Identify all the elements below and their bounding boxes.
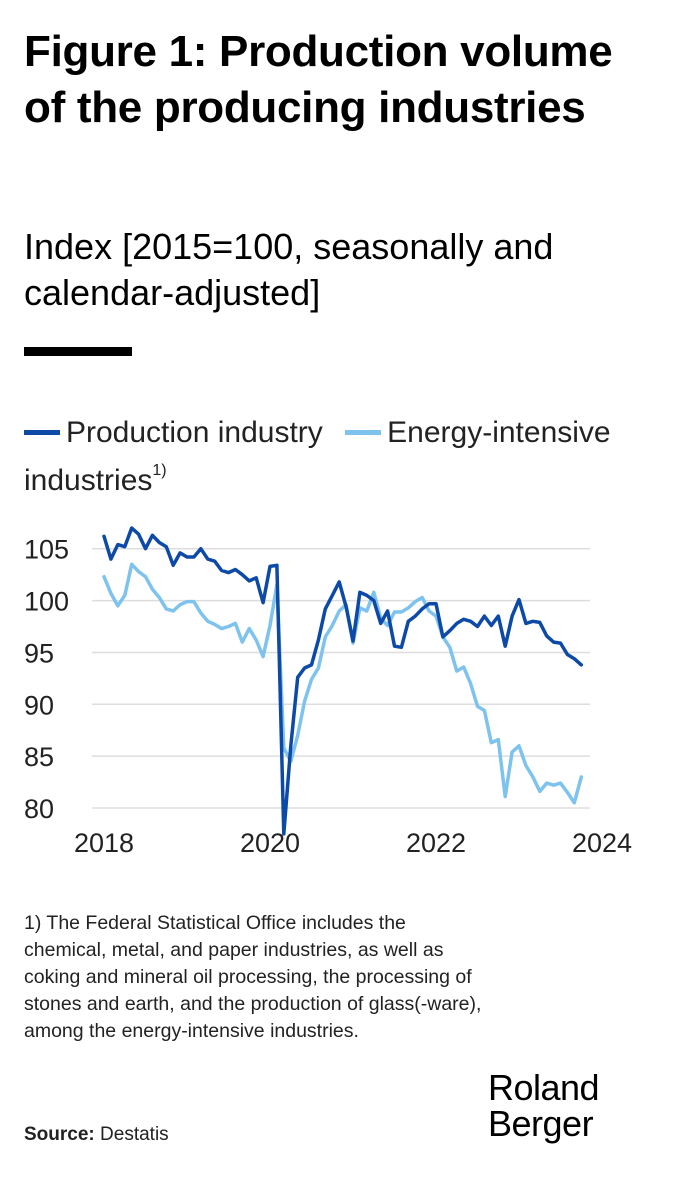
source-line: Source: Destatis <box>24 1124 169 1146</box>
x-tick-label-2022: 2022 <box>406 828 466 858</box>
page-subtitle: Index [2015=100, seasonally and calendar… <box>24 226 554 313</box>
series-line-production <box>102 526 584 836</box>
y-tick-label-100: 100 <box>24 587 69 617</box>
y-tick-label-85: 85 <box>24 742 54 772</box>
chart-legend: Production industry Energy-intensive ind… <box>24 412 644 502</box>
logo-line-2: Berger <box>488 1103 594 1144</box>
legend-swatch-production <box>24 429 60 435</box>
legend-footnote-mark: 1) <box>152 462 167 479</box>
roland-berger-logo: Roland Berger <box>488 1067 600 1144</box>
logo-line-1: Roland <box>488 1067 600 1108</box>
footnote: 1) The Federal Statistical Office includ… <box>24 912 482 1042</box>
legend-label-production: Production industry <box>66 416 323 449</box>
source-value: Destatis <box>100 1124 169 1145</box>
legend-label-energy: Energy-intensive industries <box>24 416 611 497</box>
legend-item-production: Production industry <box>24 416 323 449</box>
x-tick-label-2018: 2018 <box>74 828 134 858</box>
line-chart: 80 85 90 95 100 105 2018 2020 2022 2024 <box>24 526 632 858</box>
page-title: Figure 1: Production volume of the produ… <box>24 27 613 132</box>
x-tick-label-2024: 2024 <box>572 828 632 858</box>
legend-swatch-energy <box>345 429 382 435</box>
y-tick-label-90: 90 <box>24 690 54 720</box>
source-label: Source: <box>24 1124 95 1145</box>
legend-item-energy: Energy-intensive industries1) <box>24 416 611 497</box>
title-divider <box>24 347 132 356</box>
series-line-energy <box>102 562 584 805</box>
y-tick-label-105: 105 <box>24 535 69 565</box>
x-tick-label-2020: 2020 <box>240 828 300 858</box>
y-tick-label-80: 80 <box>24 794 54 824</box>
y-tick-label-95: 95 <box>24 638 54 668</box>
